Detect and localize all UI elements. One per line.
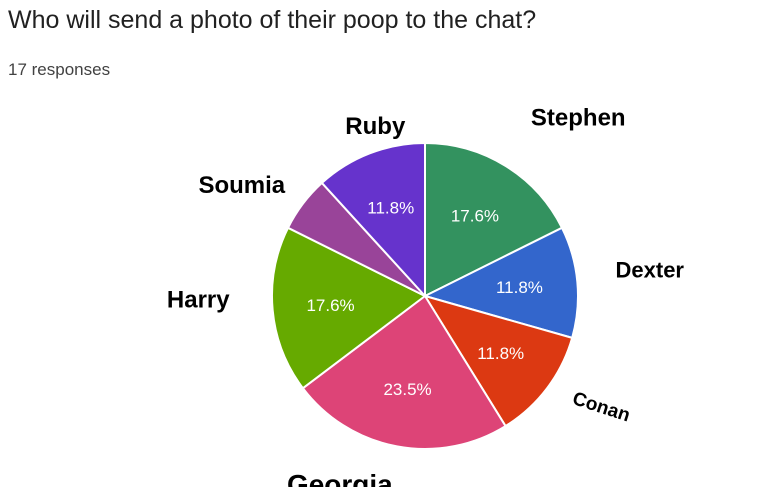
pie-percent-label-conan: 11.8% <box>477 344 524 363</box>
pie-percent-label-stephen: 17.6% <box>451 206 499 225</box>
pie-percent-label-dexter: 11.8% <box>496 278 543 297</box>
pie-name-label-soumia: Soumia <box>198 172 285 199</box>
pie-percent-label-harry: 17.6% <box>306 296 354 315</box>
pie-name-label-dexter: Dexter <box>616 257 685 282</box>
pie-percent-label-ruby: 11.8% <box>367 199 414 218</box>
pie-slice-stephen <box>424 141 564 298</box>
pie-name-label-conan: Conan <box>570 388 633 426</box>
pie-name-label-georgia: Georgia <box>287 469 393 487</box>
pie-slice-harry <box>271 226 427 390</box>
pie-percent-label-georgia: 23.5% <box>383 380 431 399</box>
pie-slices <box>271 141 579 450</box>
pie-slice-conan <box>422 294 574 428</box>
pie-name-label-stephen: Stephen <box>531 104 626 131</box>
question-title: Who will send a photo of their poop to t… <box>8 6 537 34</box>
pie-name-label-harry: Harry <box>167 286 230 313</box>
pie-slice-dexter <box>422 226 579 340</box>
pie-slice-georgia <box>301 294 507 450</box>
pie-percent-labels: 17.6% 11.8% 11.8% 23.5% 17.6% 11.8% <box>306 199 542 400</box>
pie-name-label-ruby: Ruby <box>345 113 406 140</box>
response-count: 17 responses <box>8 60 111 79</box>
pie-name-labels: Stephen Dexter Conan Georgia Harry Soumia Ruby <box>167 104 685 487</box>
pie-slice-ruby <box>320 141 426 299</box>
